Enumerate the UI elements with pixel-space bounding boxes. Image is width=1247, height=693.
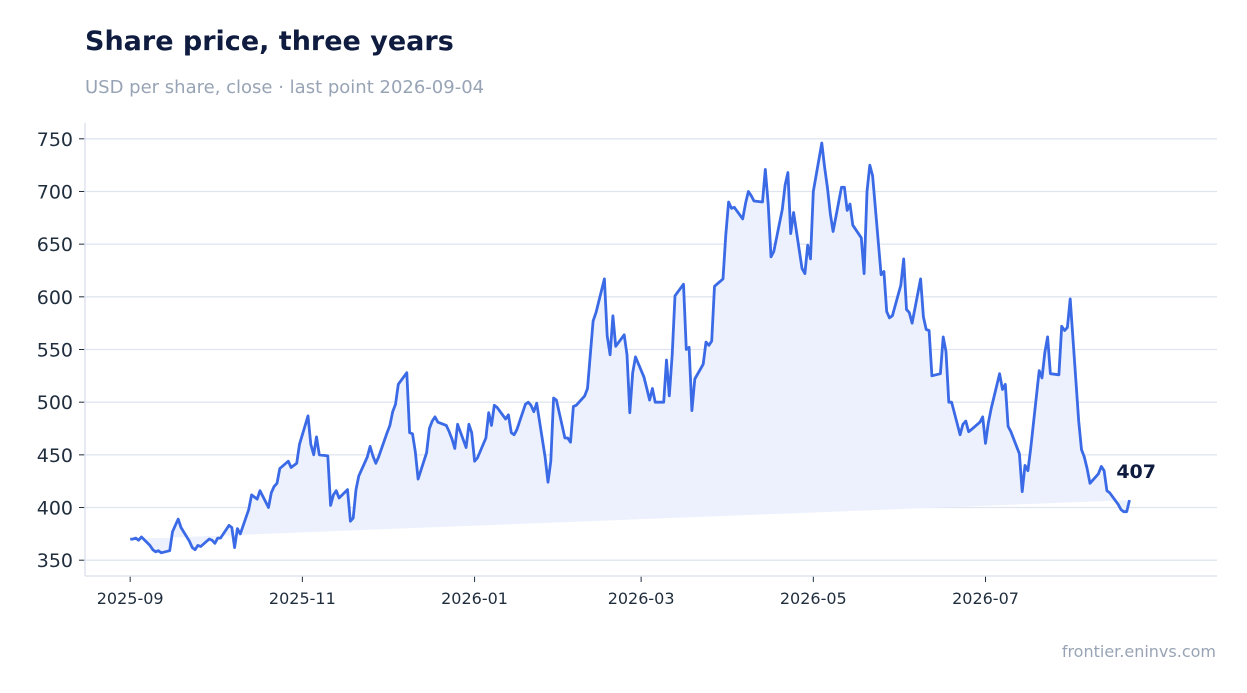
y-axis-ticks: 350 400 450 500 550 600 650 700 750 — [37, 129, 85, 572]
y-tick-label: 450 — [37, 445, 73, 467]
y-tick-label: 400 — [37, 498, 73, 520]
x-tick-label: 2026-01 — [441, 589, 508, 608]
price-line — [130, 141, 1131, 555]
y-tick-label: 350 — [37, 550, 73, 572]
x-tick-label: 2025-11 — [269, 589, 336, 608]
x-axis-ticks: 2025-09 2025-11 2026-01 2026-03 2026-05 2026-… — [97, 576, 1019, 608]
x-tick-label: 2026-03 — [608, 589, 675, 608]
price-area — [130, 142, 1130, 554]
gridlines — [85, 138, 1217, 561]
chart-subtitle: USD per share, close · last point 2026-0… — [85, 77, 485, 98]
y-tick-label: 550 — [37, 340, 73, 362]
x-tick-label: 2025-09 — [97, 589, 164, 608]
y-tick-label: 650 — [37, 234, 73, 256]
x-tick-label: 2026-07 — [952, 589, 1019, 608]
x-tick-label: 2026-05 — [780, 589, 847, 608]
chart-title: Share price, three years — [85, 26, 454, 57]
y-tick-label: 500 — [37, 392, 73, 414]
y-tick-label: 750 — [37, 129, 73, 151]
source-credit: frontier.eninvs.com — [1061, 642, 1216, 661]
y-tick-label: 700 — [37, 181, 73, 203]
last-value-label: 407 — [1116, 461, 1156, 483]
y-tick-label: 600 — [37, 287, 73, 309]
